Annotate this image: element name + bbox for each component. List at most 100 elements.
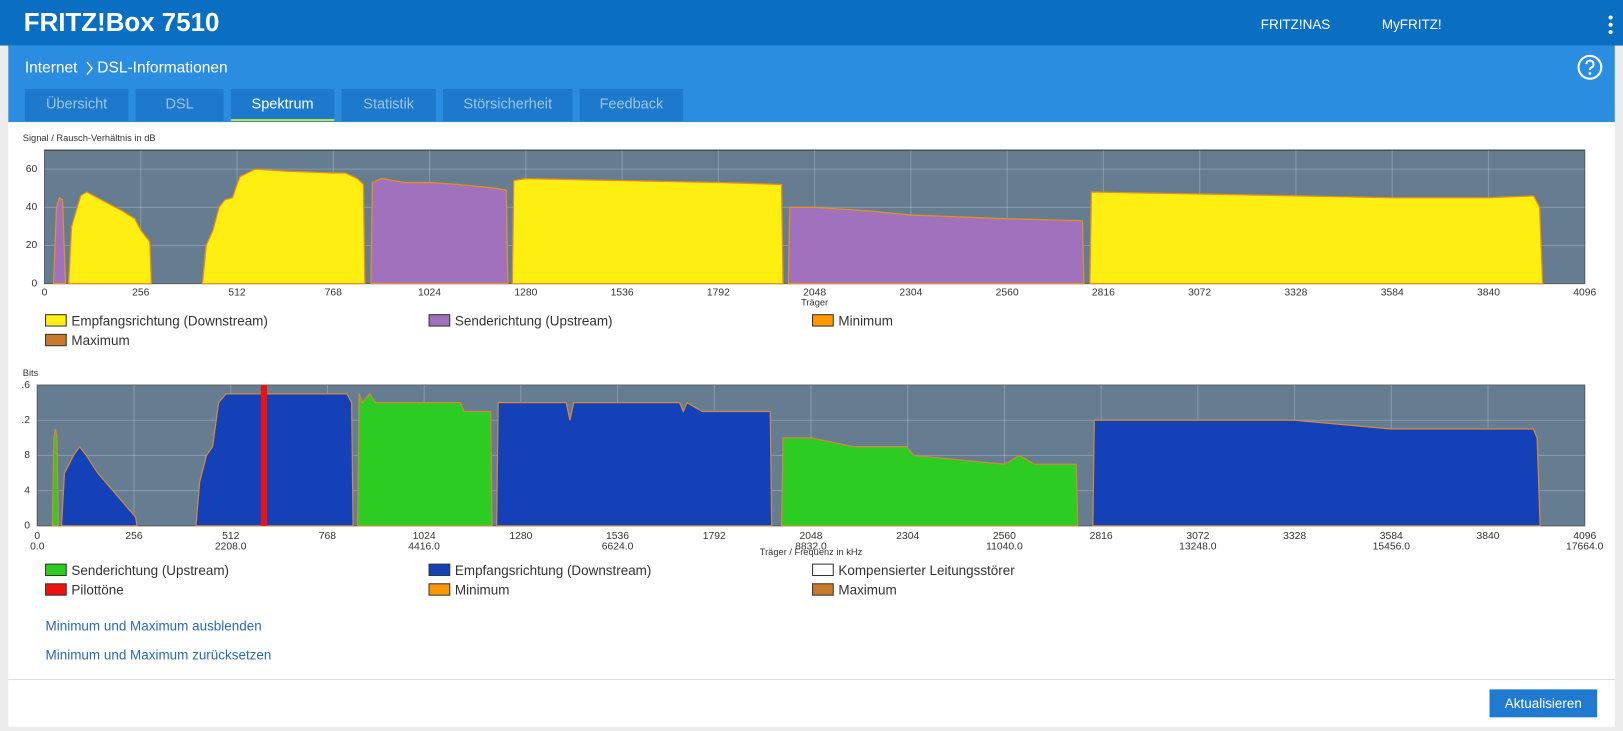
x2-tick-label: 8832.0 [795, 541, 827, 552]
legend-swatch [45, 583, 67, 596]
x-tick-label: 512 [228, 288, 246, 299]
tab[interactable]: Störsicherheit [443, 89, 573, 122]
x-tick-label: 3072 [1186, 531, 1209, 542]
y-tick-label: 40 [26, 202, 38, 213]
legend-label: Empfangsrichtung (Downstream) [71, 313, 267, 328]
x-tick-label: 2816 [1092, 288, 1115, 299]
x2-tick-label: 11040.0 [986, 541, 1023, 552]
x-tick-label: 2560 [996, 288, 1019, 299]
tab[interactable]: DSL [135, 89, 224, 122]
y-tick-label: 0 [31, 278, 37, 289]
y-tick-label: .6 [21, 380, 30, 391]
separator [8, 679, 1615, 681]
legend-label: Minimum [838, 313, 893, 328]
series-area [51, 392, 1079, 527]
series-area [52, 178, 1085, 285]
x-tick-label: 2560 [993, 531, 1016, 542]
tab[interactable]: Übersicht [24, 89, 129, 122]
myfritz-link[interactable]: MyFRITZ! [1381, 16, 1442, 33]
x2-tick-label: 4416.0 [408, 541, 440, 552]
x-tick-label: 768 [325, 288, 343, 299]
x-tick-label: 1792 [707, 288, 730, 299]
x-tick-label: 1280 [514, 288, 537, 299]
toggle-minmax-link[interactable]: Minimum und Maximum ausblenden [45, 617, 262, 634]
x-tick-label: 2816 [1090, 531, 1113, 542]
legend-label: Minimum [455, 583, 510, 598]
x-tick-label: 2304 [896, 531, 919, 542]
product-title: FRITZ!Box 7510 [23, 8, 220, 38]
x-tick-label: 1024 [418, 288, 441, 299]
nas-link[interactable]: FRITZ!NAS [1260, 16, 1331, 33]
x-tick-label: 1024 [413, 531, 436, 542]
x-tick-label: 512 [222, 531, 240, 542]
y-axis-label: Signal / Rausch-Verhältnis in dB [23, 133, 156, 143]
legend-swatch [428, 583, 451, 596]
x2-tick-label: 6624.0 [602, 541, 634, 552]
y-tick-label: 20 [26, 240, 38, 251]
legend-swatch [428, 314, 451, 327]
x2-tick-label: 13248.0 [1179, 541, 1217, 552]
legend-swatch [812, 563, 834, 577]
x-tick-label: 3328 [1284, 288, 1307, 299]
y-tick-label: 0 [24, 521, 30, 532]
x-axis-label: Träger / Frequenz in kHz [760, 547, 863, 557]
legend-swatch [428, 563, 451, 577]
x2-tick-label: 0.0 [30, 541, 45, 552]
legend-label: Senderichtung (Upstream) [455, 313, 613, 328]
x-tick-label: 4096 [1573, 288, 1596, 299]
series-area [60, 393, 1541, 527]
x-tick-label: 256 [125, 531, 143, 542]
tab[interactable]: Feedback [579, 89, 684, 122]
y-tick-label: 60 [26, 164, 38, 175]
legend-label: Maximum [838, 583, 896, 598]
series-area [67, 168, 1544, 285]
x2-tick-label: 2208.0 [215, 541, 247, 552]
y-axis-label: Bits [23, 368, 39, 378]
legend-label: Maximum [71, 333, 129, 348]
x-tick-label: 1280 [509, 531, 532, 542]
breadcrumb-chevron [86, 61, 93, 75]
x-tick-label: 2048 [803, 288, 826, 299]
y-tick-label: 8 [24, 450, 30, 461]
help-icon[interactable] [1576, 54, 1603, 81]
x-tick-label: 768 [319, 531, 337, 542]
x-tick-label: 0 [34, 531, 40, 542]
reset-minmax-link[interactable]: Minimum und Maximum zurücksetzen [45, 646, 272, 663]
legend-label: Pilottöne [71, 583, 123, 598]
x-tick-label: 3328 [1283, 531, 1306, 542]
legend-label: Empfangsrichtung (Downstream) [455, 563, 651, 578]
tab[interactable]: Spektrum [230, 89, 335, 122]
x2-tick-label: 15456.0 [1373, 541, 1411, 552]
x-axis-label: Träger [801, 298, 828, 308]
x-tick-label: 4096 [1573, 531, 1596, 542]
legend-swatch [812, 583, 834, 596]
x-tick-label: 1536 [606, 531, 629, 542]
x-tick-label: 0 [42, 288, 48, 299]
refresh-button[interactable]: Aktualisieren [1489, 689, 1598, 718]
x-tick-label: 3072 [1188, 288, 1211, 299]
x-tick-label: 256 [132, 288, 150, 299]
tab[interactable]: Statistik [341, 89, 436, 122]
x-tick-label: 2304 [899, 288, 922, 299]
legend-swatch [45, 314, 67, 327]
menu-dots[interactable] [1604, 14, 1616, 35]
y-tick-label: .2 [21, 415, 30, 426]
legend-swatch [45, 333, 67, 347]
x-tick-label: 3840 [1477, 531, 1500, 542]
legend-swatch [812, 314, 834, 327]
x-tick-label: 2048 [799, 531, 822, 542]
x-tick-label: 1536 [611, 288, 634, 299]
x-tick-label: 1792 [703, 531, 726, 542]
legend-label: Kompensierter Leitungsstörer [838, 563, 1015, 578]
x2-tick-label: 17664.0 [1566, 541, 1604, 552]
breadcrumb-item: DSL-Informationen [97, 59, 228, 77]
x-tick-label: 3840 [1477, 288, 1500, 299]
x-tick-label: 3584 [1380, 531, 1403, 542]
x-tick-label: 3584 [1381, 288, 1404, 299]
legend-label: Senderichtung (Upstream) [71, 563, 229, 578]
y-tick-label: 4 [24, 485, 30, 496]
breadcrumb-item[interactable]: Internet [24, 59, 78, 77]
